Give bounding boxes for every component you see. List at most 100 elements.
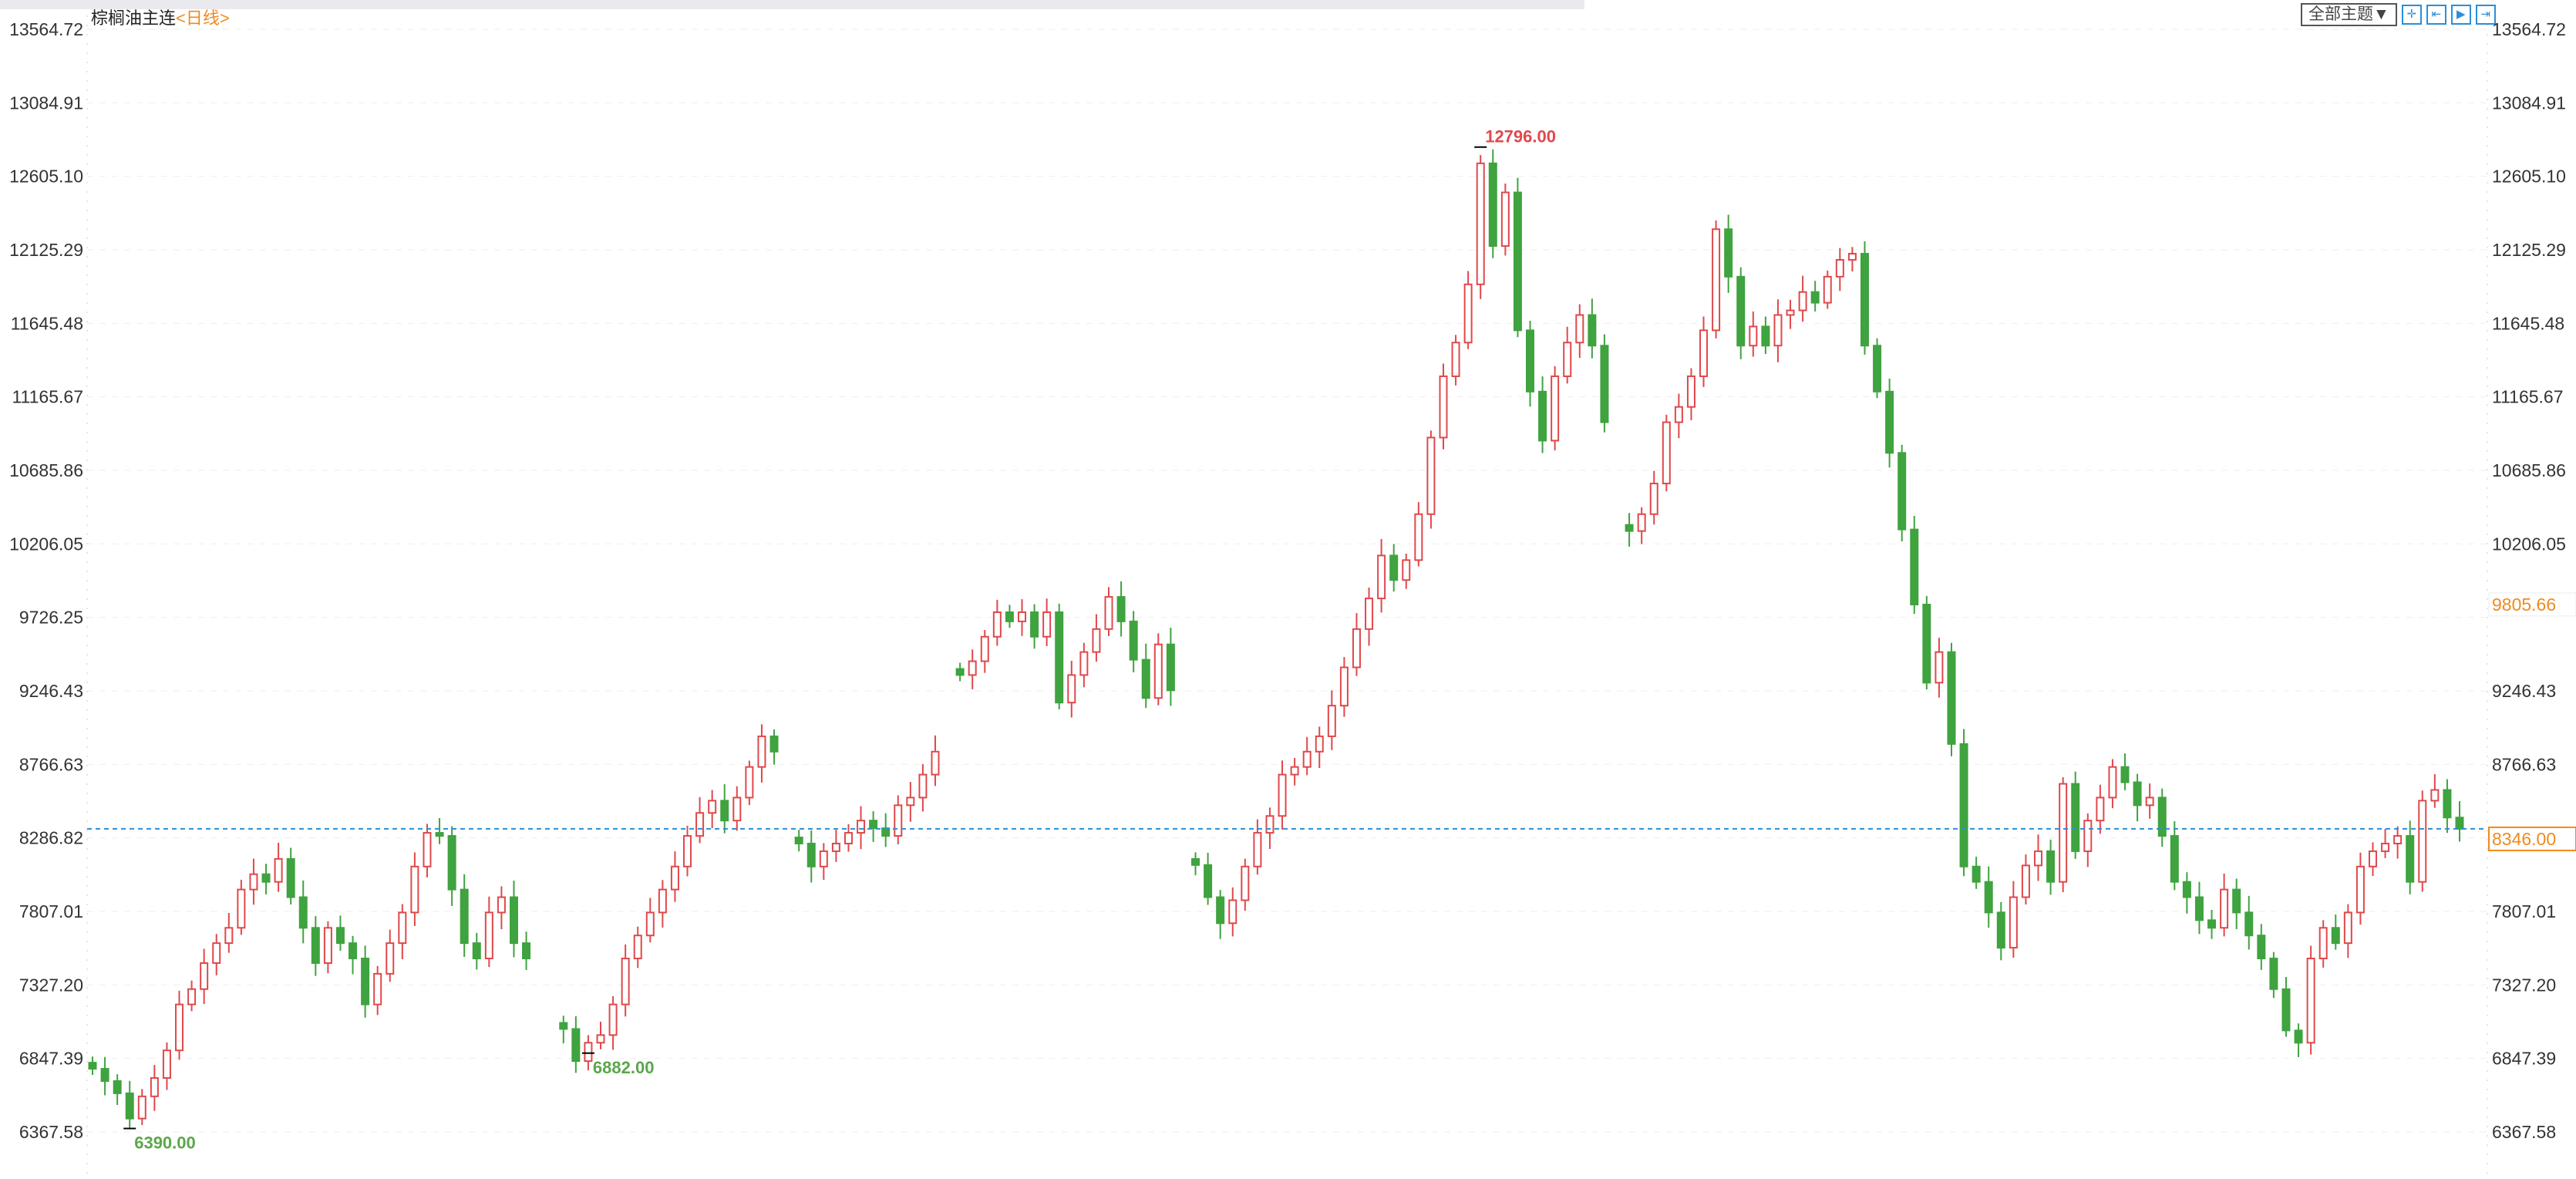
candle-up: [819, 850, 828, 867]
high-marker: 12796.00: [1485, 127, 1556, 147]
theme-dropdown[interactable]: 全部主题▼: [2301, 3, 2397, 26]
candle-down: [1129, 620, 1138, 661]
candle-up: [745, 766, 754, 799]
candle-down: [1538, 390, 1547, 442]
candle-up: [1315, 735, 1324, 753]
period-selector[interactable]: <日线>: [176, 8, 230, 28]
candle-down: [311, 927, 320, 964]
chart-title: 棕榈油主连<日线>: [91, 5, 230, 29]
candle-down: [2182, 881, 2191, 898]
candle-up: [2393, 835, 2403, 844]
candle-down: [1984, 881, 1993, 914]
y-tick-left: 11165.67: [12, 387, 83, 407]
candle-down: [1389, 554, 1399, 581]
candle-up: [1402, 559, 1411, 581]
candle-up: [1228, 899, 1237, 925]
candle-up: [918, 773, 928, 799]
candle-up: [683, 835, 692, 867]
candle-down: [435, 832, 444, 837]
candle-down: [1513, 191, 1522, 332]
candle-down: [1005, 611, 1014, 622]
candle-up: [187, 988, 197, 1006]
candle-down: [2232, 888, 2241, 914]
candle-up: [1823, 275, 1832, 304]
candle-up: [894, 804, 903, 837]
candle-up: [2059, 783, 2068, 883]
candle-up: [1835, 258, 1844, 278]
y-tick-left: 10685.86: [9, 460, 83, 480]
candle-up: [2220, 888, 2229, 929]
candle-down: [955, 668, 965, 676]
y-tick-right: 12125.29: [2492, 240, 2566, 260]
y-tick-left: 8766.63: [19, 754, 83, 774]
candle-up: [980, 635, 989, 662]
play-icon[interactable]: ▶: [2450, 5, 2471, 25]
candle-up: [608, 1003, 618, 1036]
crosshair-price-box: [2488, 592, 2576, 617]
candle-up: [423, 832, 432, 867]
candle-up: [1104, 596, 1113, 630]
candle-up: [1017, 611, 1026, 622]
jump-end-icon[interactable]: ⇥: [2475, 5, 2496, 25]
candle-up: [1092, 628, 1101, 653]
candle-up: [212, 942, 221, 964]
candle-down: [361, 957, 370, 1006]
candle-down: [1216, 896, 1225, 925]
candle-down: [460, 888, 469, 945]
candle-up: [1067, 674, 1076, 704]
y-tick-left: 10206.05: [9, 534, 83, 554]
candle-down: [447, 835, 456, 891]
candle-down: [286, 857, 295, 898]
candle-down: [571, 1028, 581, 1063]
candle-up: [200, 962, 209, 990]
candle-down: [2194, 896, 2204, 921]
candle-down: [2331, 927, 2340, 945]
crosshair-price-label: 9805.66: [2492, 595, 2556, 615]
candle-up: [645, 911, 655, 937]
candle-up: [584, 1042, 593, 1063]
candle-down: [794, 837, 803, 844]
y-tick-left: 7807.01: [19, 901, 83, 921]
y-tick-right: 10206.05: [2492, 534, 2566, 554]
candle-down: [125, 1092, 134, 1120]
candle-up: [1476, 162, 1485, 285]
candle-up: [2343, 911, 2352, 945]
candle-up: [1712, 228, 1721, 332]
y-tick-left: 12125.29: [9, 240, 83, 260]
y-tick-right: 11645.48: [2492, 313, 2564, 333]
candle-up: [757, 735, 766, 768]
candle-up: [1575, 314, 1584, 344]
candle-down: [1166, 643, 1175, 692]
candle-down: [1116, 596, 1126, 622]
candle-up: [857, 820, 866, 834]
candle-down: [1204, 864, 1213, 898]
crosshair-icon[interactable]: ✛: [2401, 5, 2422, 25]
candle-up: [1377, 554, 1386, 600]
candle-up: [1662, 421, 1671, 485]
candle-up: [1153, 643, 1163, 699]
candle-up: [1847, 253, 1857, 261]
y-tick-left: 13084.91: [9, 93, 83, 113]
candle-up: [1749, 325, 1758, 347]
candle-up: [2368, 850, 2377, 867]
candle-down: [100, 1068, 109, 1082]
candle-up: [162, 1049, 171, 1079]
candle-up: [2355, 865, 2365, 914]
jump-start-icon[interactable]: ⇤: [2426, 5, 2446, 25]
candle-up: [484, 911, 493, 959]
candle-down: [2455, 817, 2464, 830]
candle-down: [1191, 857, 1200, 866]
y-tick-left: 12605.10: [9, 167, 83, 187]
candle-up: [150, 1076, 159, 1097]
candle-up: [1773, 314, 1783, 347]
candle-up: [1786, 309, 1795, 316]
candle-up: [2418, 800, 2427, 883]
y-tick-right: 12605.10: [2492, 167, 2566, 187]
candle-up: [670, 865, 679, 891]
y-tick-right: 8766.63: [2492, 754, 2556, 774]
candle-down: [2269, 957, 2278, 990]
candle-up: [831, 842, 840, 852]
candle-down: [1897, 452, 1907, 531]
candle-up: [2096, 797, 2105, 822]
